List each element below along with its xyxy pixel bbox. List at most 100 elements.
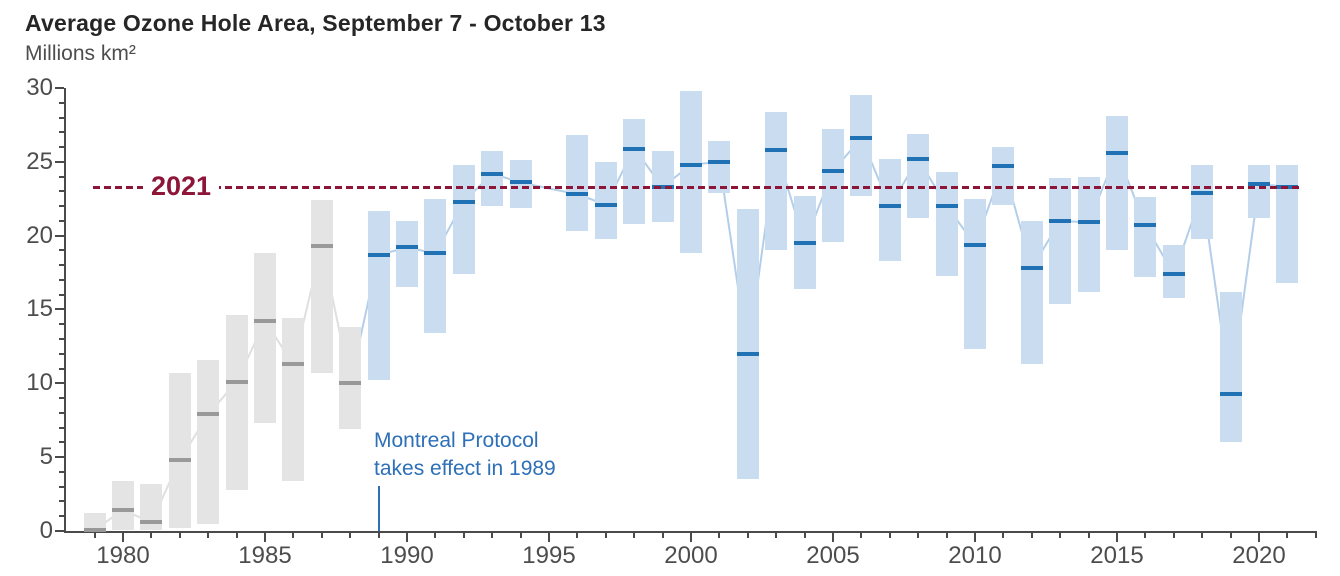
- mean-marker-1992: [452, 199, 475, 204]
- y-tick-19: [59, 249, 64, 252]
- x-tick-1992: [462, 533, 465, 538]
- x-tick-1987: [320, 533, 323, 538]
- x-tick-label-2020: 2020: [1232, 542, 1286, 569]
- mean-marker-2002: [736, 351, 759, 356]
- range-bar-1997: [594, 161, 617, 239]
- y-tick-2: [59, 500, 64, 503]
- x-tick-1986: [292, 533, 295, 538]
- y-tick-12: [59, 352, 64, 355]
- mean-marker-2010: [964, 242, 986, 247]
- x-tick-2010: [974, 533, 976, 542]
- x-tick-2006: [860, 533, 863, 538]
- y-tick-22: [59, 205, 64, 208]
- mean-marker-1982: [168, 458, 191, 463]
- x-tick-label-1995: 1995: [522, 542, 576, 569]
- x-tick-2002: [746, 533, 749, 538]
- mean-marker-2003: [765, 148, 788, 152]
- x-tick-2018: [1201, 533, 1204, 538]
- range-bar-2016: [1134, 197, 1157, 277]
- range-bar-1988: [339, 327, 362, 430]
- mean-marker-2014: [1077, 220, 1100, 225]
- y-tick-label-30: 30: [26, 73, 53, 101]
- x-tick-1993: [491, 533, 494, 538]
- annotation-line-2: takes effect in 1989: [374, 457, 556, 480]
- range-bar-2018: [1191, 164, 1214, 239]
- mean-marker-2012: [1020, 266, 1043, 271]
- x-tick-1991: [434, 533, 437, 538]
- range-bar-2017: [1162, 244, 1185, 298]
- range-bar-2012: [1020, 220, 1043, 365]
- y-tick-label-20: 20: [26, 221, 53, 249]
- x-tick-1997: [604, 533, 607, 538]
- x-tick-label-2000: 2000: [664, 542, 718, 569]
- range-bar-2019: [1219, 291, 1242, 443]
- range-bar-2005: [822, 129, 844, 242]
- y-tick-7: [59, 426, 64, 429]
- x-tick-2020: [1258, 533, 1260, 542]
- mean-marker-1988: [339, 381, 362, 386]
- range-bar-2002: [736, 209, 759, 480]
- x-tick-2008: [917, 533, 920, 538]
- y-tick-label-15: 15: [26, 295, 53, 323]
- y-tick-21: [59, 219, 64, 222]
- x-tick-1989: [377, 533, 380, 538]
- range-bar-2000: [680, 90, 702, 254]
- mean-marker-2011: [992, 164, 1015, 169]
- x-tick-1983: [207, 533, 210, 538]
- y-tick-label-10: 10: [26, 369, 53, 397]
- x-tick-1999: [661, 533, 664, 538]
- y-tick-28: [59, 116, 64, 119]
- x-tick-1984: [235, 533, 238, 538]
- mean-marker-2016: [1134, 223, 1157, 228]
- y-tick-label-0: 0: [39, 517, 53, 544]
- y-tick-18: [59, 264, 64, 267]
- x-tick-2007: [888, 533, 891, 538]
- range-bar-1991: [424, 198, 447, 334]
- chart-unit-label: Millions km²: [25, 42, 136, 65]
- mean-marker-2017: [1162, 272, 1185, 277]
- x-axis-line: [64, 531, 1317, 533]
- y-tick-label-25: 25: [26, 147, 53, 175]
- mean-marker-2008: [907, 156, 930, 161]
- y-tick-15: [55, 308, 64, 311]
- range-bar-2008: [907, 133, 930, 218]
- y-tick-0: [55, 530, 64, 532]
- y-axis-line: [64, 88, 66, 533]
- x-tick-2017: [1172, 533, 1175, 538]
- mean-marker-1984: [225, 379, 248, 384]
- mean-marker-1987: [310, 243, 333, 248]
- x-tick-2022: [1314, 533, 1317, 538]
- x-tick-2013: [1059, 533, 1062, 538]
- mean-marker-1991: [424, 251, 447, 256]
- mean-marker-2009: [935, 204, 958, 209]
- range-bar-2015: [1106, 116, 1128, 251]
- range-bar-2010: [964, 198, 986, 350]
- y-tick-25: [55, 160, 64, 163]
- mean-marker-1989: [367, 252, 390, 257]
- x-tick-label-1980: 1980: [96, 542, 150, 569]
- annotation-pointer-line: [377, 486, 380, 531]
- y-tick-4: [59, 470, 64, 473]
- mean-marker-1996: [566, 192, 589, 197]
- y-tick-29: [59, 101, 64, 104]
- y-tick-9: [59, 397, 64, 400]
- range-bar-1992: [452, 164, 475, 275]
- range-bar-2003: [765, 111, 788, 251]
- x-tick-1994: [519, 533, 522, 538]
- range-bar-1980: [112, 480, 134, 530]
- x-tick-2003: [775, 533, 778, 538]
- reference-line-2021: [93, 185, 1301, 189]
- y-tick-11: [59, 367, 64, 370]
- y-tick-6: [59, 441, 64, 444]
- mean-marker-2013: [1049, 218, 1072, 223]
- y-tick-label-5: 5: [39, 443, 53, 471]
- range-bar-2021: [1276, 164, 1299, 283]
- mean-marker-1986: [282, 362, 305, 367]
- x-tick-label-2010: 2010: [948, 542, 1002, 569]
- x-tick-label-1990: 1990: [380, 542, 434, 569]
- x-tick-label-2005: 2005: [806, 542, 860, 569]
- x-tick-label-1985: 1985: [238, 542, 292, 569]
- x-tick-2005: [832, 533, 834, 542]
- range-bar-2011: [992, 147, 1015, 205]
